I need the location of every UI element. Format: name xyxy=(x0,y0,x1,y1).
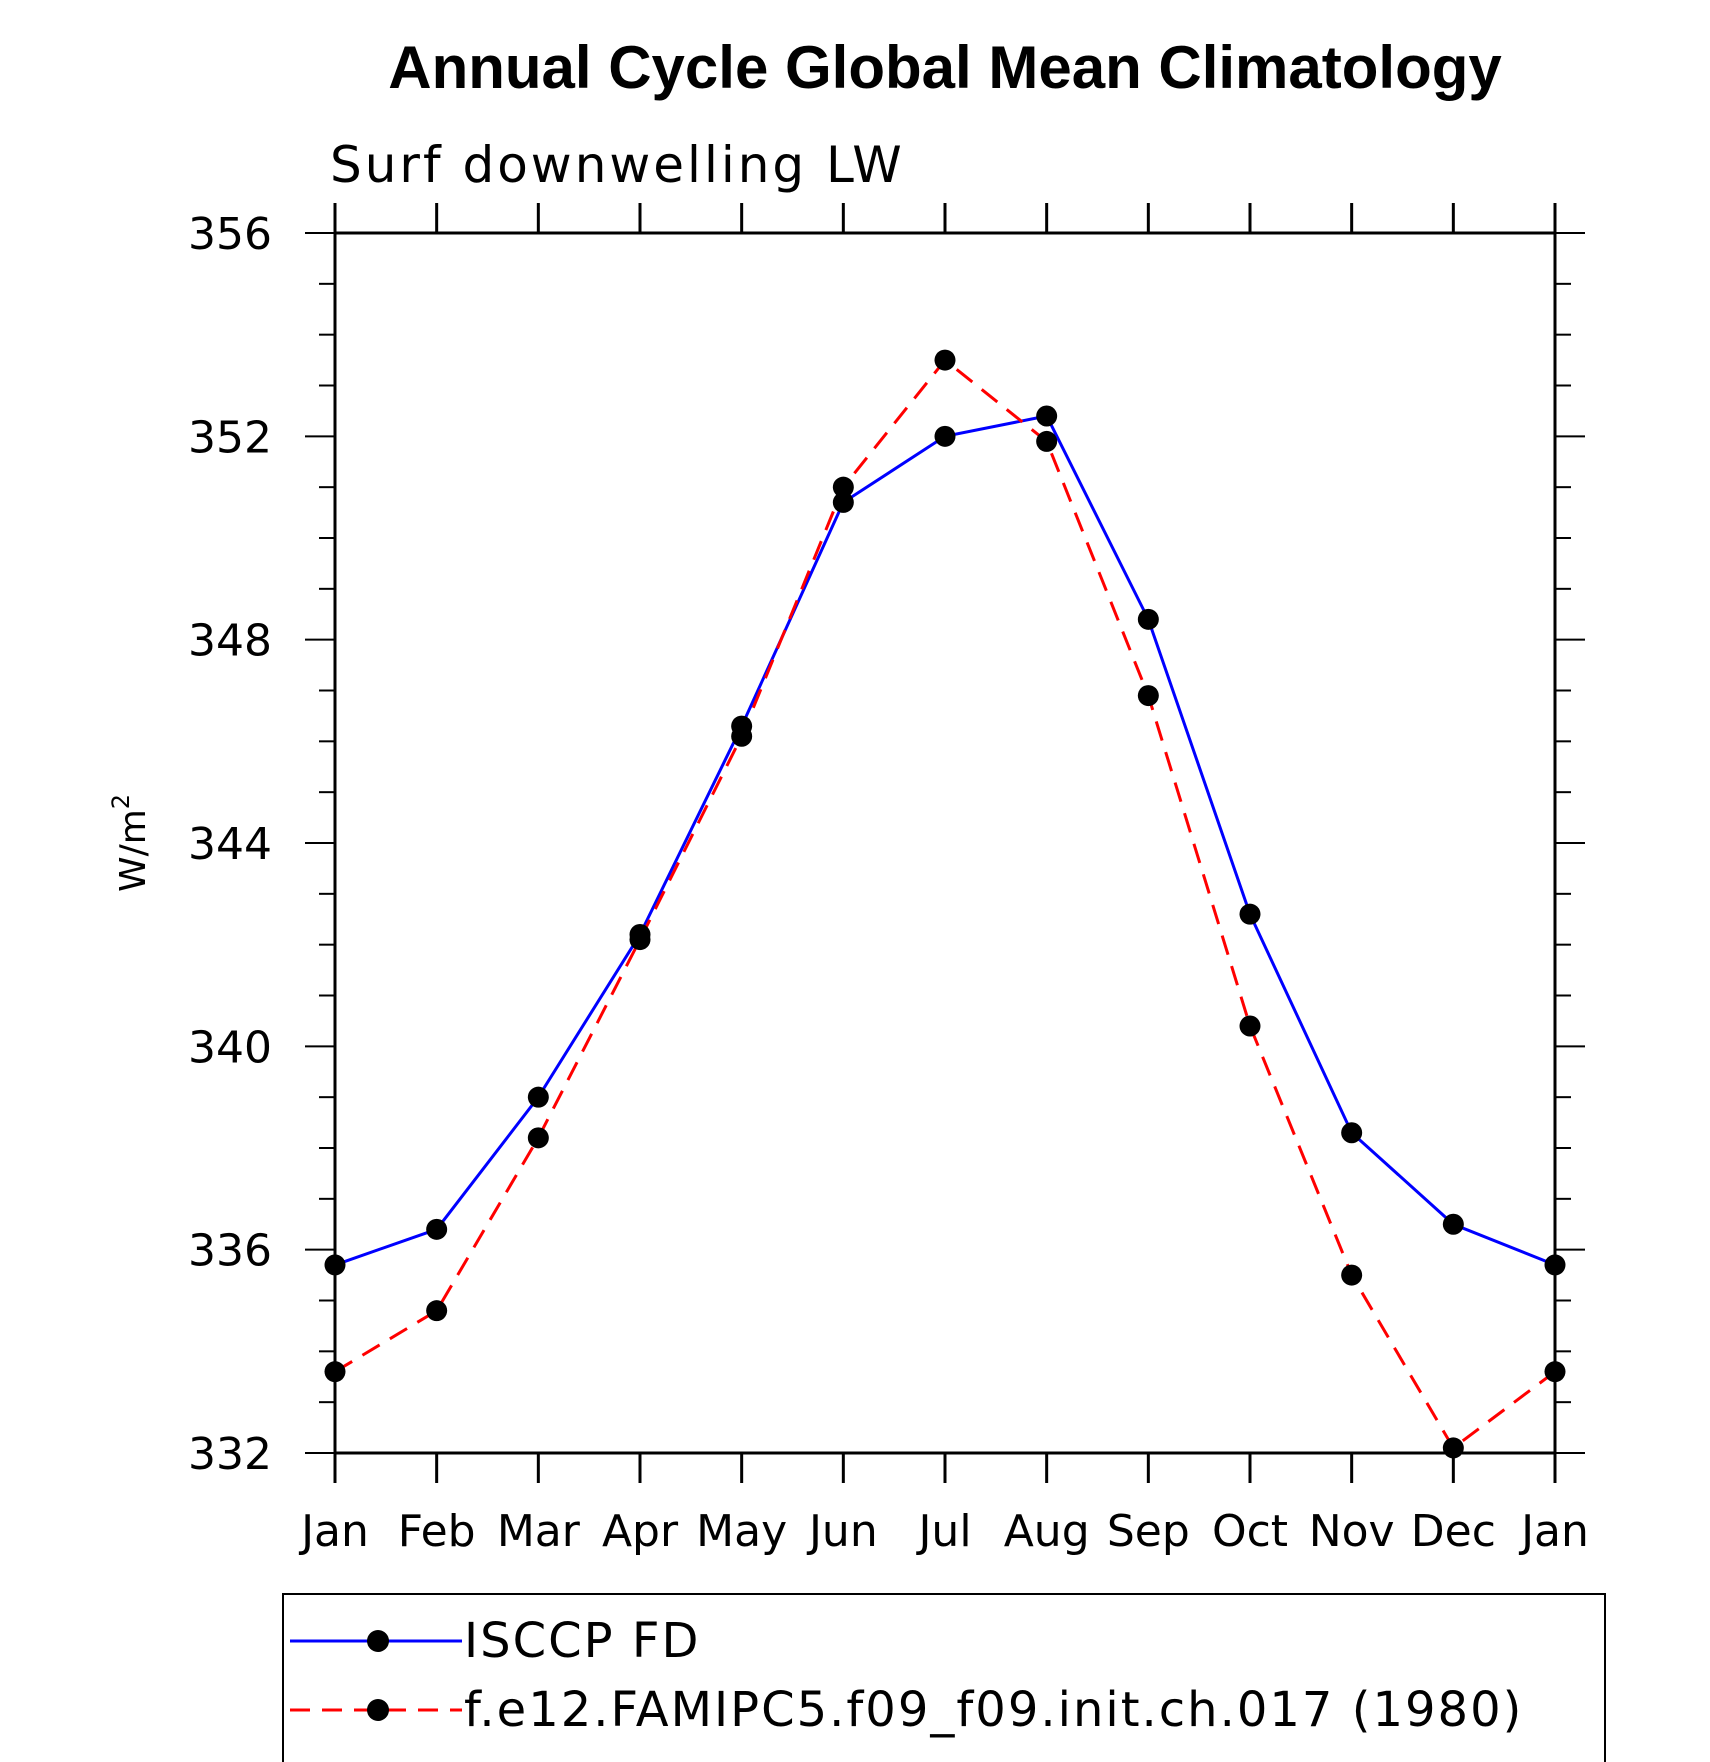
x-tick-label: Jun xyxy=(806,1506,878,1557)
series-lines xyxy=(334,357,1556,1451)
series-point-0 xyxy=(1036,405,1058,427)
plot-frame xyxy=(333,231,1557,1455)
series-point-1 xyxy=(324,1361,346,1383)
series-point-1 xyxy=(934,349,956,371)
legend-marker-model xyxy=(367,1699,389,1721)
x-tick-label: Jan xyxy=(298,1506,369,1557)
series-point-1 xyxy=(1442,1437,1464,1459)
y-tick-label: 336 xyxy=(188,1226,272,1277)
x-tick-labels: Jan Feb Mar Apr May Jun Jul Aug Sep Oct Nov Dec Jan xyxy=(298,1506,1589,1557)
x-tick-label: Mar xyxy=(497,1506,581,1557)
svg-text:W/m2: W/m2 xyxy=(107,794,154,892)
y-tick-label: 332 xyxy=(188,1429,272,1480)
x-tick-label: Oct xyxy=(1212,1506,1288,1557)
series-point-0 xyxy=(1442,1213,1464,1235)
series-point-0 xyxy=(1544,1254,1566,1276)
x-tick-label: Sep xyxy=(1107,1506,1190,1557)
legend-label-model: f.e12.FAMIPC5.f09_f09.init.ch.017 (1980) xyxy=(464,1682,1523,1738)
y-axis-label-text: W/m xyxy=(113,809,154,892)
series-markers xyxy=(324,349,1566,1459)
axis-ticks xyxy=(305,203,1585,1483)
legend: ISCCP FD f.e12.FAMIPC5.f09_f09.init.ch.0… xyxy=(282,1593,1606,1762)
series-point-0 xyxy=(324,1254,346,1276)
x-tick-label: Nov xyxy=(1309,1506,1395,1557)
x-tick-label: Feb xyxy=(398,1506,476,1557)
series-point-1 xyxy=(527,1127,549,1149)
series-point-1 xyxy=(1036,430,1058,452)
series-point-1 xyxy=(1239,1015,1261,1037)
x-tick-label: Apr xyxy=(602,1506,679,1557)
x-tick-label: Aug xyxy=(1004,1506,1090,1557)
y-tick-label: 356 xyxy=(188,209,272,260)
x-tick-label: Jul xyxy=(915,1506,971,1557)
series-point-1 xyxy=(426,1300,448,1322)
series-line-1 xyxy=(334,357,1556,1451)
series-point-1 xyxy=(731,725,753,747)
y-tick-label: 344 xyxy=(188,819,272,870)
series-point-0 xyxy=(527,1086,549,1108)
y-axis-label-superscript: 2 xyxy=(107,794,135,809)
y-tick-label: 348 xyxy=(188,616,272,667)
series-point-1 xyxy=(629,929,651,951)
legend-marker-isccp xyxy=(367,1630,389,1652)
series-line-0 xyxy=(334,414,1556,1267)
series-point-1 xyxy=(1341,1264,1363,1286)
series-point-0 xyxy=(1341,1122,1363,1144)
legend-box xyxy=(282,1593,1606,1762)
series-point-0 xyxy=(1239,903,1261,925)
series-point-0 xyxy=(426,1218,448,1240)
x-tick-label: Jan xyxy=(1518,1506,1589,1557)
y-tick-label: 352 xyxy=(188,412,272,463)
series-point-0 xyxy=(1137,608,1159,630)
y-axis-label: W/m2 xyxy=(107,794,154,892)
x-tick-label: Dec xyxy=(1411,1506,1496,1557)
series-point-1 xyxy=(1137,685,1159,707)
legend-label-isccp: ISCCP FD xyxy=(464,1613,700,1669)
series-point-0 xyxy=(934,425,956,447)
y-tick-label: 340 xyxy=(188,1022,272,1073)
series-point-1 xyxy=(1544,1361,1566,1383)
series-point-0 xyxy=(832,491,854,513)
plot-area xyxy=(305,203,1585,1483)
y-tick-labels: 332 336 340 344 348 352 356 xyxy=(188,209,272,1480)
chart-subtitle: Surf downwelling LW xyxy=(330,136,905,194)
series-point-1 xyxy=(832,476,854,498)
chart-title: Annual Cycle Global Mean Climatology xyxy=(388,34,1502,101)
x-tick-label: May xyxy=(696,1506,787,1557)
